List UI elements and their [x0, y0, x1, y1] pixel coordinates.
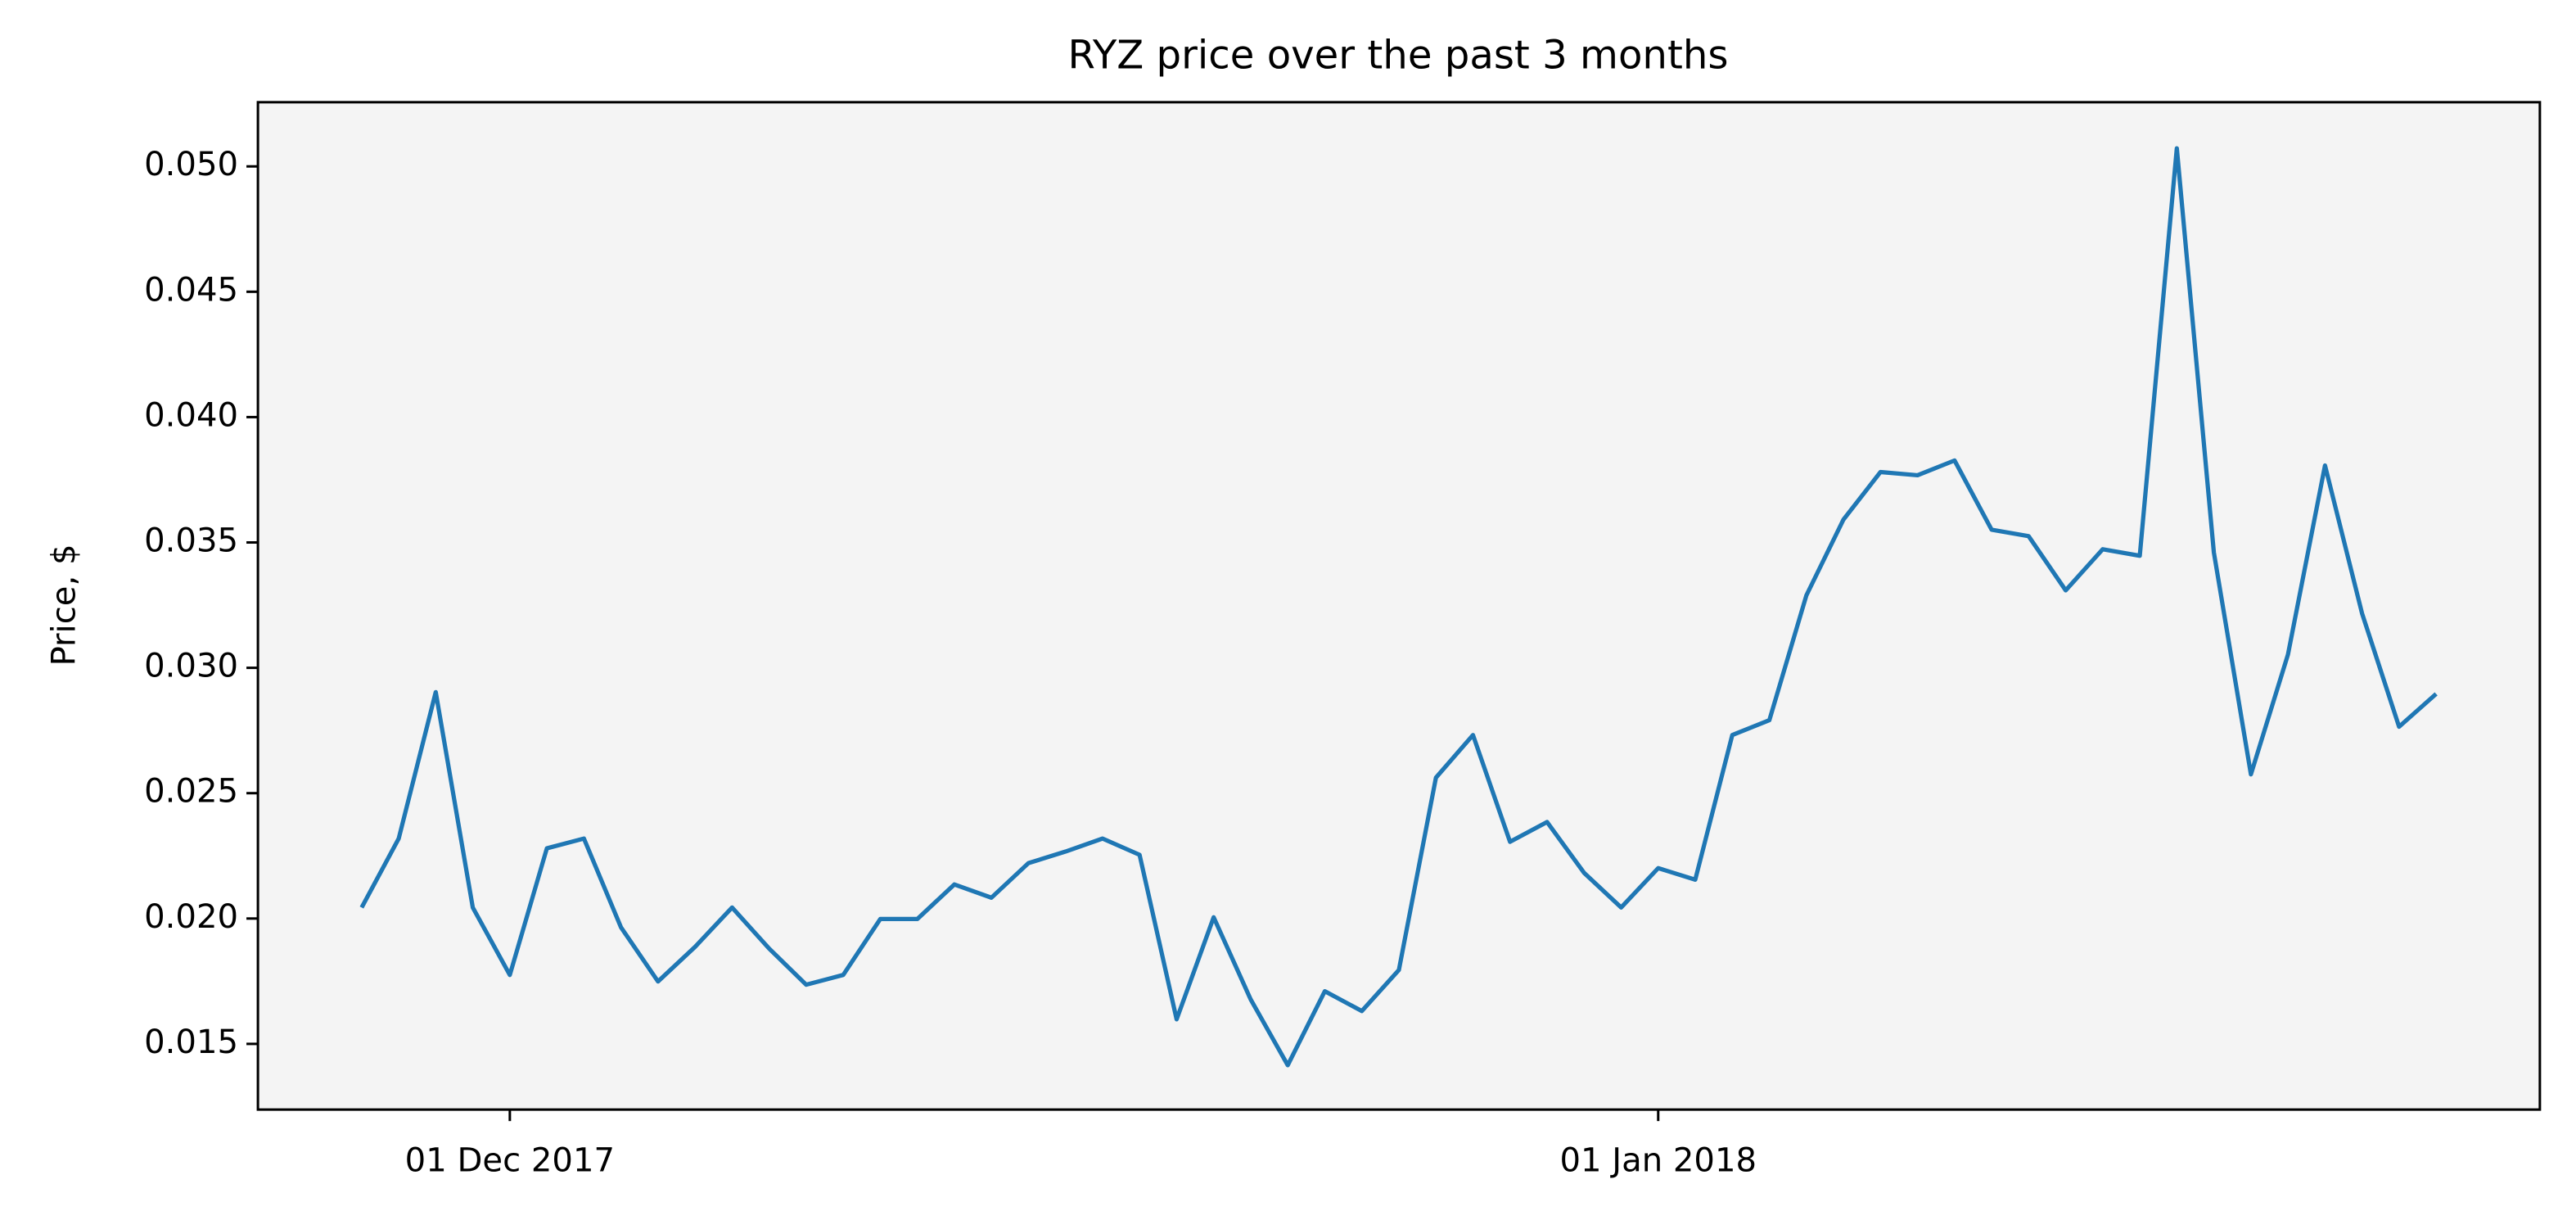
y-tick-label: 0.015 [144, 1023, 238, 1061]
plot-area [258, 102, 2540, 1110]
y-tick-label: 0.025 [144, 773, 238, 811]
y-tick-label: 0.020 [144, 898, 238, 936]
chart-title: RYZ price over the past 3 months [1067, 33, 1728, 79]
plot-frame [256, 101, 2542, 1111]
y-axis-label: Price, $ [45, 544, 83, 666]
x-tick-label: 01 Jan 2018 [1559, 1141, 1757, 1179]
x-tick-label: 01 Dec 2017 [405, 1141, 615, 1179]
price-line [359, 146, 2438, 1068]
y-tick-label: 0.050 [144, 146, 238, 183]
y-tick-label: 0.035 [144, 522, 238, 560]
y-tick-label: 0.030 [144, 648, 238, 685]
y-tick-label: 0.045 [144, 271, 238, 309]
y-tick-label: 0.040 [144, 396, 238, 434]
